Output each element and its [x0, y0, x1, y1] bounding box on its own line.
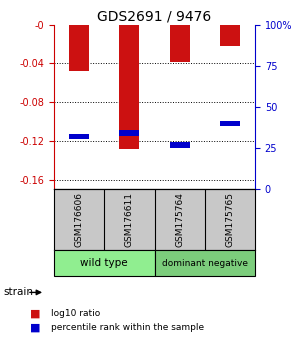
- Bar: [54, 250, 154, 276]
- Text: wild type: wild type: [80, 258, 128, 268]
- Bar: [119, 25, 140, 149]
- Bar: [154, 250, 255, 276]
- Text: GSM176611: GSM176611: [125, 192, 134, 247]
- Text: GSM175765: GSM175765: [225, 192, 234, 247]
- Bar: [169, 25, 190, 62]
- Text: strain: strain: [3, 287, 33, 297]
- Bar: [220, 120, 240, 126]
- Text: ■: ■: [30, 308, 40, 318]
- Text: log10 ratio: log10 ratio: [51, 309, 100, 318]
- Text: dominant negative: dominant negative: [162, 259, 248, 268]
- Bar: [69, 134, 89, 139]
- Title: GDS2691 / 9476: GDS2691 / 9476: [98, 10, 212, 24]
- Text: GSM175764: GSM175764: [175, 192, 184, 247]
- Bar: [69, 25, 89, 71]
- Text: percentile rank within the sample: percentile rank within the sample: [51, 323, 204, 332]
- Bar: [169, 142, 190, 148]
- Bar: [119, 130, 140, 136]
- Bar: [220, 25, 240, 46]
- Text: ■: ■: [30, 322, 40, 332]
- Text: GSM176606: GSM176606: [75, 192, 84, 247]
